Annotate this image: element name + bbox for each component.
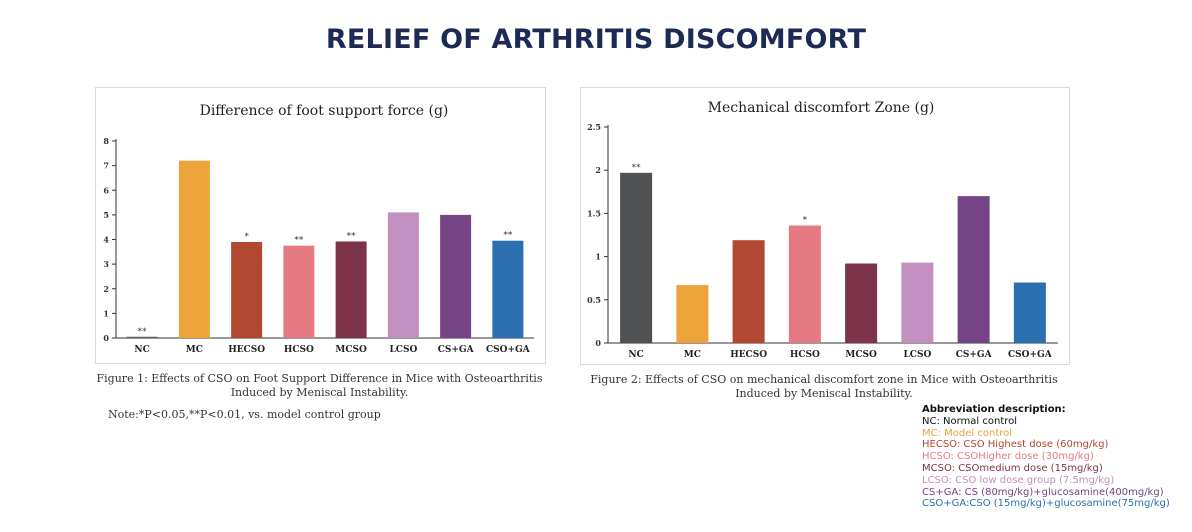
significance-marker: ** xyxy=(632,163,642,173)
significance-marker: ** xyxy=(294,236,304,246)
x-tick-label: CS+GA xyxy=(438,345,475,355)
y-tick-label: 1.5 xyxy=(587,208,601,218)
page-title: RELIEF OF ARTHRITIS DISCOMFORT xyxy=(325,24,867,55)
abbreviation-legend: Abbreviation description: NC: Normal con… xyxy=(922,404,1170,510)
chart-panel-mechanical-discomfort: Mechanical discomfort Zone (g) 0 0.5 1 1.5 2 2… xyxy=(580,87,1070,365)
bar xyxy=(676,285,709,343)
figure-2-caption: Figure 2: Effects of CSO on mechanical d… xyxy=(590,373,1058,400)
x-tick-label: HCSO xyxy=(790,350,820,360)
x-tick-label: MCSO xyxy=(335,345,367,355)
bar xyxy=(283,245,315,338)
bar xyxy=(335,241,367,338)
abbreviation-item: MC: Model control xyxy=(922,427,1013,439)
bar xyxy=(126,336,158,338)
significance-marker: * xyxy=(803,215,808,225)
bar xyxy=(620,172,653,343)
x-tick-label: MCSO xyxy=(845,350,877,360)
x-tick-label: CSO+GA xyxy=(1008,350,1053,360)
bar xyxy=(957,196,990,343)
chart-panel-foot-support: Difference of foot support force (g) 0 1 2 3… xyxy=(95,87,546,364)
y-tick-label: 6 xyxy=(103,185,109,195)
y-tick-label: 1 xyxy=(103,308,109,318)
significance-marker: * xyxy=(244,232,249,242)
y-tick-label: 0 xyxy=(103,333,109,343)
bar xyxy=(845,263,878,343)
abbreviation-item: CS+GA: CS (80mg/kg)+glucosamine(400mg/kg… xyxy=(922,486,1164,498)
mechanical-discomfort-bar-chart: Mechanical discomfort Zone (g) 0 0.5 1 1.5 2 2… xyxy=(587,100,1058,360)
y-tick-label: 2.5 xyxy=(587,122,601,132)
y-tick-label: 0 xyxy=(595,338,601,348)
x-tick-label: NC xyxy=(628,350,643,360)
x-tick-label: MC xyxy=(684,350,701,360)
bar xyxy=(732,240,765,343)
bar xyxy=(788,225,821,343)
x-tick-label: CSO+GA xyxy=(486,345,531,355)
x-tick-label: HECSO xyxy=(228,345,265,355)
bar xyxy=(178,160,210,338)
y-tick-label: 2 xyxy=(595,165,601,175)
significance-marker: ** xyxy=(138,327,148,337)
abbreviation-item: LCSO: CSO low dose group (7.5mg/kg) xyxy=(922,474,1115,486)
bar xyxy=(1013,282,1046,343)
x-tick-label: HCSO xyxy=(284,345,314,355)
abbreviation-item: HCSO: CSOHigher dose (30mg/kg) xyxy=(922,451,1094,463)
y-tick-label: 5 xyxy=(103,210,109,220)
y-tick-label: 3 xyxy=(103,259,109,269)
abbreviation-item: NC: Normal control xyxy=(922,415,1018,427)
abbreviation-item: MCSO: CSOmedium dose (15mg/kg) xyxy=(922,462,1103,474)
bar xyxy=(901,262,934,343)
y-tick-label: 2 xyxy=(103,284,109,294)
foot-support-bar-chart: Difference of foot support force (g) 0 1 2 3… xyxy=(103,103,534,355)
bar xyxy=(440,214,472,338)
x-tick-label: CS+GA xyxy=(956,350,993,360)
x-tick-label: LCSO xyxy=(903,350,931,360)
bar xyxy=(387,212,419,338)
significance-marker: ** xyxy=(503,231,513,241)
bar xyxy=(231,241,263,338)
significance-marker: ** xyxy=(347,231,357,241)
x-tick-label: MC xyxy=(186,345,203,355)
abbreviation-item: CSO+GA:CSO (15mg/kg)+glucosamine(75mg/kg… xyxy=(922,498,1170,510)
significance-note: Note:*P<0.05,**P<0.01, vs. model control… xyxy=(108,408,381,421)
x-tick-label: NC xyxy=(134,345,149,355)
abbreviation-title: Abbreviation description: xyxy=(922,404,1066,415)
abbreviation-item: HECSO: CSO Highest dose (60mg/kg) xyxy=(922,439,1109,451)
bar xyxy=(492,240,524,338)
x-tick-label: HECSO xyxy=(730,350,767,360)
figure-1-caption: Figure 1: Effects of CSO on Foot Support… xyxy=(96,372,543,399)
y-tick-label: 4 xyxy=(103,235,109,245)
chart-title: Difference of foot support force (g) xyxy=(200,103,449,119)
y-tick-label: 1 xyxy=(595,252,601,262)
y-tick-label: 0.5 xyxy=(587,295,601,305)
y-tick-label: 7 xyxy=(103,161,109,171)
y-tick-label: 8 xyxy=(103,136,109,146)
x-tick-label: LCSO xyxy=(389,345,417,355)
chart-title: Mechanical discomfort Zone (g) xyxy=(708,100,935,116)
